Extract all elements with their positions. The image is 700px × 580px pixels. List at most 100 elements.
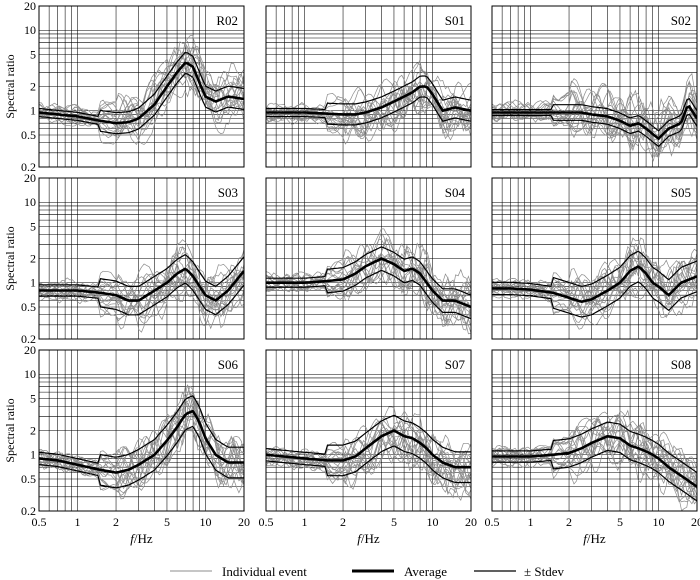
x-tick-label: 5 bbox=[391, 515, 397, 529]
panel-s07: S07 0.5 1 2 5 10 20 f/Hz bbox=[259, 349, 477, 546]
plot-area bbox=[39, 239, 244, 333]
individual-event-line bbox=[266, 257, 471, 327]
y-tick-label: 0.2 bbox=[21, 160, 36, 174]
y-tick-label: 10 bbox=[24, 23, 36, 37]
panel-r02: R02 0.2 0.5 1 2 5 10 20 Spectral ratio bbox=[3, 0, 245, 174]
individual-event-line bbox=[39, 250, 244, 297]
grid bbox=[492, 5, 698, 168]
individual-event-line bbox=[266, 82, 471, 138]
x-axis-var: f bbox=[357, 531, 363, 546]
plot-area bbox=[492, 237, 697, 330]
y-tick-label: 2 bbox=[30, 80, 36, 94]
stdev-upper-line bbox=[266, 246, 471, 296]
y-tick-label: 2 bbox=[30, 252, 36, 266]
plot-area bbox=[266, 406, 471, 502]
individual-event-line bbox=[492, 436, 697, 500]
legend: Individual event Average ± Stdev bbox=[170, 564, 564, 579]
y-tick-label: 0.5 bbox=[21, 472, 36, 486]
y-tick-label: 10 bbox=[24, 367, 36, 381]
stdev-lower-line bbox=[266, 269, 471, 320]
individual-event-line bbox=[39, 391, 244, 483]
x-axis-var: f bbox=[130, 531, 136, 546]
individual-event-line bbox=[492, 82, 697, 129]
y-tick-label: 0.5 bbox=[21, 300, 36, 314]
stdev-upper-line bbox=[39, 395, 244, 464]
x-axis-unit: /Hz bbox=[587, 531, 606, 546]
individual-event-line bbox=[39, 402, 244, 494]
average-line bbox=[492, 265, 697, 304]
panel-s01: S01 bbox=[265, 5, 472, 168]
average-line bbox=[492, 434, 697, 488]
individual-event-line bbox=[492, 105, 697, 158]
stdev-lower-line bbox=[266, 445, 471, 484]
stdev-lower-line bbox=[266, 96, 471, 126]
individual-event-line bbox=[39, 239, 244, 298]
station-label: R02 bbox=[216, 13, 238, 28]
individual-event-line bbox=[39, 67, 244, 145]
y-tick-label: 20 bbox=[24, 343, 36, 357]
y-tick-label: 20 bbox=[24, 0, 36, 13]
y-tick-label: 1 bbox=[30, 104, 36, 118]
station-label: S08 bbox=[671, 357, 691, 372]
individual-event-line bbox=[39, 280, 244, 333]
individual-event-line bbox=[492, 112, 697, 151]
stdev-lower-line bbox=[39, 72, 244, 135]
individual-event-line bbox=[266, 427, 471, 496]
individual-event-line bbox=[492, 80, 697, 134]
individual-event-line bbox=[492, 237, 697, 291]
y-axis-label: Spectral ratio bbox=[3, 54, 17, 118]
average-line bbox=[39, 409, 244, 474]
panel-frame bbox=[38, 349, 245, 512]
stdev-upper-line bbox=[39, 51, 244, 117]
panel-frame bbox=[491, 349, 698, 512]
individual-event-line bbox=[39, 40, 244, 118]
x-tick-label: 2 bbox=[340, 515, 346, 529]
individual-event-line bbox=[492, 278, 697, 330]
x-tick-label: 20 bbox=[238, 515, 250, 529]
stdev-upper-line bbox=[492, 97, 697, 132]
individual-event-line bbox=[39, 391, 244, 471]
y-tick-label: 0.2 bbox=[21, 332, 36, 346]
grid bbox=[492, 349, 698, 512]
individual-event-line bbox=[266, 441, 471, 490]
plot-area bbox=[266, 58, 471, 145]
individual-event-line bbox=[492, 81, 697, 133]
x-tick-label: 20 bbox=[465, 515, 477, 529]
x-axis-label: f/Hz bbox=[357, 531, 380, 546]
individual-event-line bbox=[39, 393, 244, 470]
x-tick-label: 1 bbox=[528, 515, 534, 529]
x-tick-label: 10 bbox=[426, 515, 438, 529]
panel-frame bbox=[491, 5, 698, 168]
station-label: S06 bbox=[218, 357, 239, 372]
stdev-lower-line bbox=[39, 282, 244, 316]
legend-individual-label: Individual event bbox=[222, 564, 307, 579]
legend-stdev-label: ± Stdev bbox=[524, 564, 564, 579]
y-axis-label: Spectral ratio bbox=[3, 398, 17, 462]
x-tick-label: 10 bbox=[199, 515, 211, 529]
individual-event-line bbox=[266, 253, 471, 327]
individual-event-line bbox=[39, 400, 244, 476]
individual-event-line bbox=[39, 83, 244, 145]
stdev-upper-line bbox=[266, 414, 471, 455]
x-tick-label: 0.5 bbox=[485, 515, 500, 529]
average-line bbox=[492, 104, 697, 141]
y-tick-label: 10 bbox=[24, 195, 36, 209]
panel-s08: S08 0.5 1 2 5 10 20 f/Hz bbox=[485, 349, 700, 546]
y-tick-label: 1 bbox=[30, 448, 36, 462]
panel-frame bbox=[265, 5, 472, 168]
panel-frame bbox=[38, 5, 245, 168]
y-axis-label: Spectral ratio bbox=[3, 226, 17, 290]
plot-area bbox=[492, 409, 697, 511]
x-axis-label: f/Hz bbox=[130, 531, 153, 546]
plot-area bbox=[492, 72, 697, 162]
individual-event-line bbox=[492, 277, 697, 323]
stdev-upper-line bbox=[266, 75, 471, 111]
y-tick-label: 5 bbox=[30, 391, 36, 405]
x-tick-label: 0.5 bbox=[32, 515, 47, 529]
x-tick-label: 2 bbox=[566, 515, 572, 529]
individual-event-line bbox=[39, 260, 244, 318]
y-tick-label: 2 bbox=[30, 424, 36, 438]
average-line bbox=[266, 257, 471, 309]
individual-event-line bbox=[266, 79, 471, 136]
